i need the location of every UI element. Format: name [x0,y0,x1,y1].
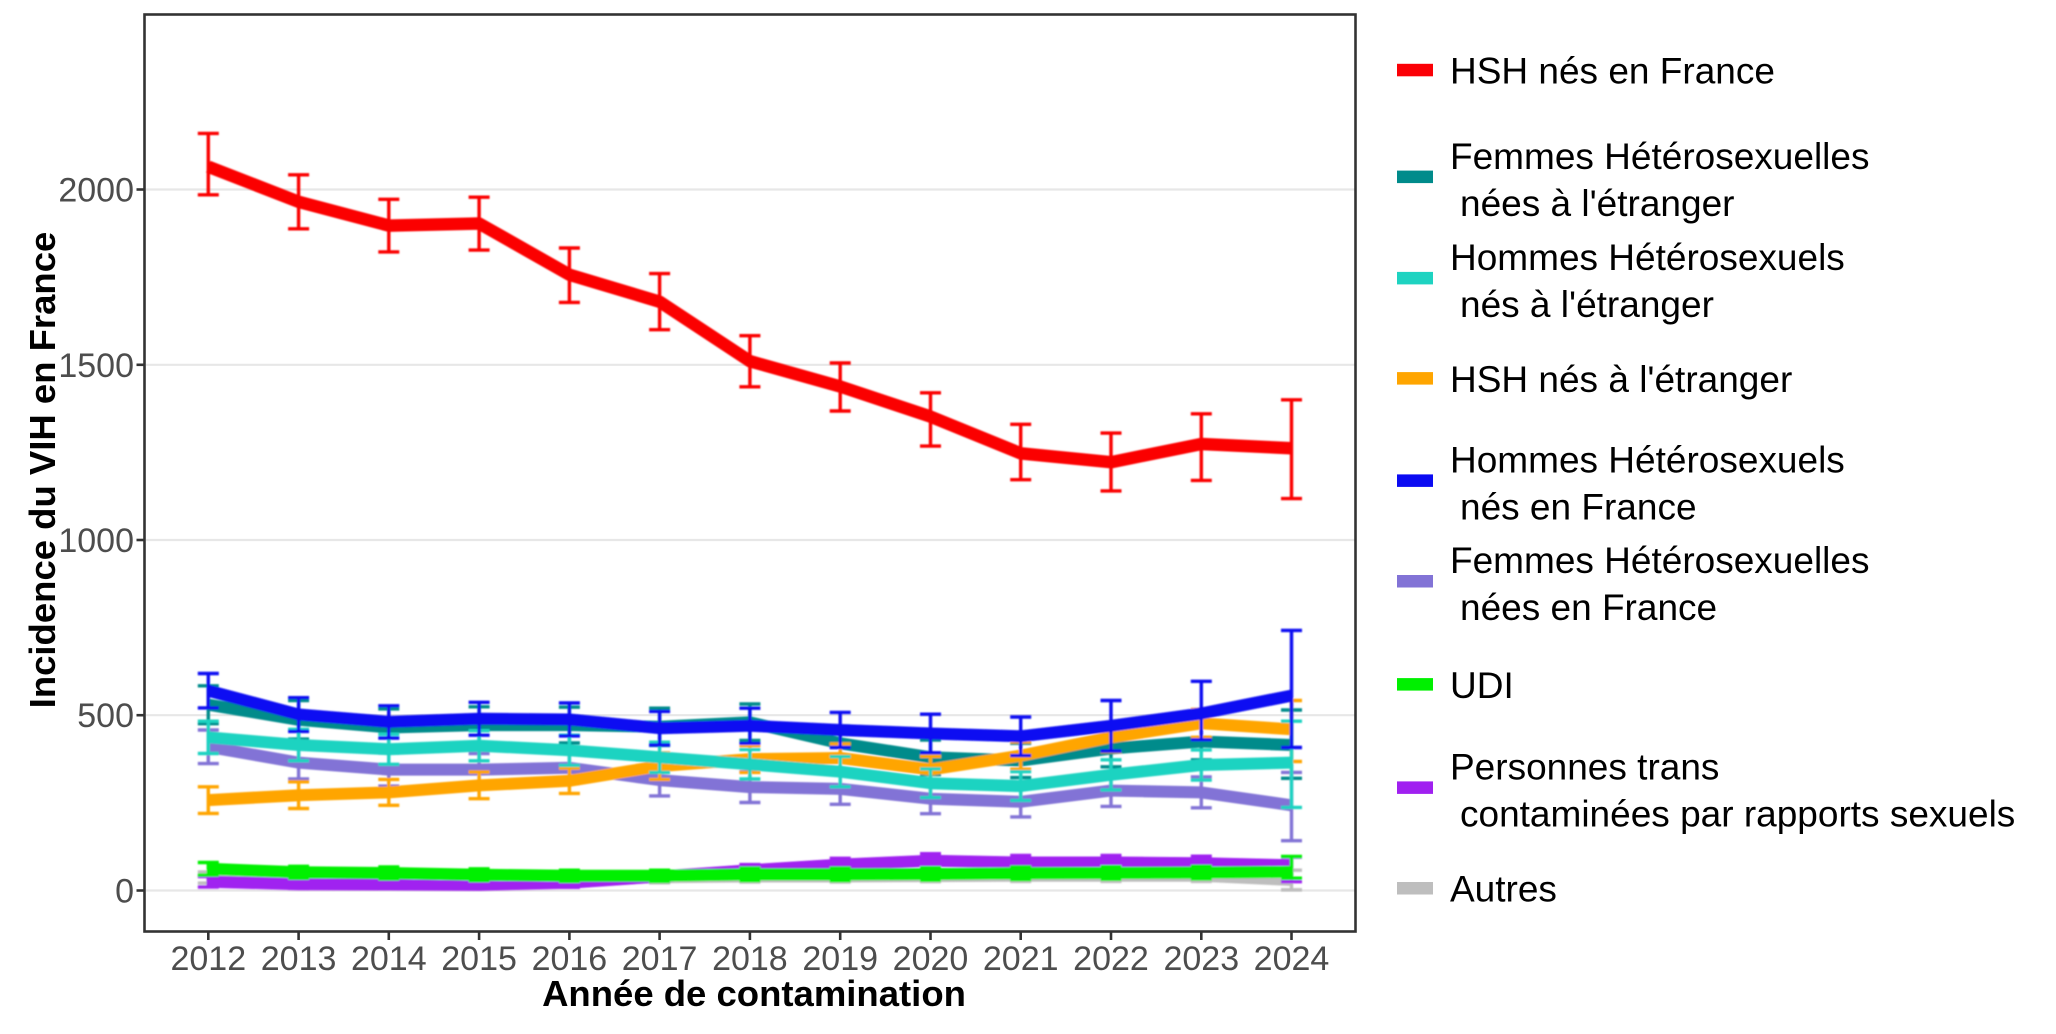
svg-text:2024: 2024 [1254,940,1330,978]
svg-text:2021: 2021 [983,940,1059,978]
svg-text:2018: 2018 [712,940,788,978]
svg-text:2022: 2022 [1073,940,1149,978]
svg-text:2015: 2015 [441,940,517,978]
svg-text:contaminées par rapports sexue: contaminées par rapports sexuels [1460,794,2015,835]
svg-text:2017: 2017 [622,940,698,978]
svg-text:2012: 2012 [170,940,246,978]
svg-text:Personnes trans: Personnes trans [1450,747,1719,788]
svg-text:HSH nés à l'étranger: HSH nés à l'étranger [1450,359,1792,400]
svg-text:nés à l'étranger: nés à l'étranger [1460,284,1714,325]
svg-text:1500: 1500 [58,347,134,385]
svg-text:2020: 2020 [893,940,969,978]
svg-text:Autres: Autres [1450,869,1557,910]
svg-text:2013: 2013 [261,940,337,978]
svg-text:Incidence du VIH en France: Incidence du VIH en France [22,232,63,709]
svg-text:2016: 2016 [532,940,608,978]
svg-text:UDI: UDI [1450,665,1514,706]
svg-text:2023: 2023 [1163,940,1239,978]
svg-text:Hommes Hétérosexuels: Hommes Hétérosexuels [1450,237,1845,278]
svg-text:2000: 2000 [58,172,134,210]
svg-text:nées à l'étranger: nées à l'étranger [1460,183,1734,224]
svg-text:HSH nés en France: HSH nés en France [1450,51,1775,92]
svg-text:2014: 2014 [351,940,427,978]
svg-text:Hommes Hétérosexuels: Hommes Hétérosexuels [1450,440,1845,481]
svg-text:Femmes Hétérosexuelles: Femmes Hétérosexuelles [1450,540,1869,581]
svg-text:0: 0 [115,873,134,911]
svg-text:2019: 2019 [802,940,878,978]
svg-text:1000: 1000 [58,522,134,560]
svg-text:500: 500 [77,697,134,735]
svg-text:nés en France: nés en France [1460,487,1697,528]
svg-text:Femmes Hétérosexuelles: Femmes Hétérosexuelles [1450,136,1869,177]
svg-text:Année de contamination: Année de contamination [542,973,966,1014]
svg-text:nées en France: nées en France [1460,587,1717,628]
